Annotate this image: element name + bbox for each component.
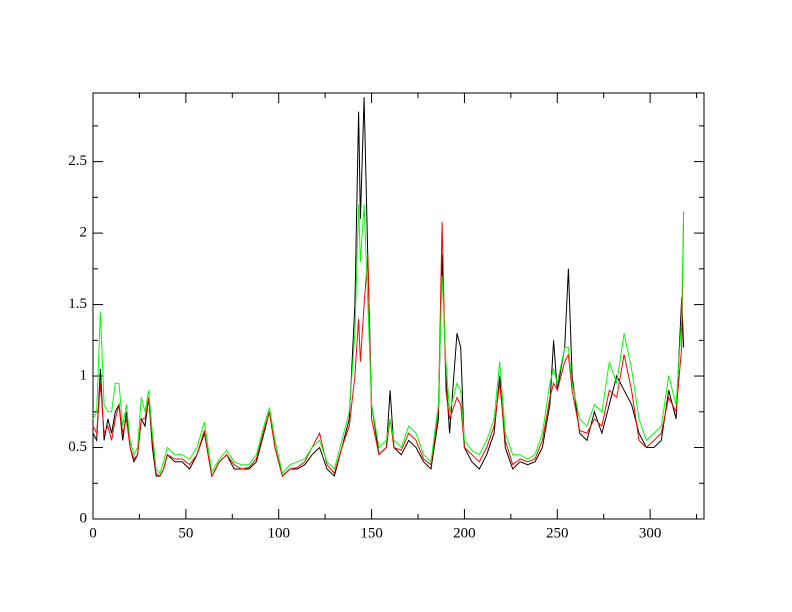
data-line: [92, 211, 685, 478]
y-tick-label: 1.5: [68, 296, 87, 312]
x-tick-label: 0: [89, 525, 97, 541]
y-tick-label: 2: [80, 225, 88, 241]
x-tick-label: 250: [546, 525, 569, 541]
x-tick-label: 50: [178, 525, 193, 541]
plot-frame: [92, 92, 705, 520]
y-tick-label: 1: [80, 367, 88, 383]
data-line: [92, 204, 685, 475]
x-tick-label: 150: [360, 525, 383, 541]
y-tick-label: 2.5: [68, 153, 87, 169]
x-tick-label: 100: [267, 525, 290, 541]
y-tick-label: 0.5: [68, 439, 87, 455]
x-tick-label: 200: [453, 525, 476, 541]
y-tick-label: 0: [80, 510, 88, 526]
x-tick-label: 300: [639, 525, 662, 541]
